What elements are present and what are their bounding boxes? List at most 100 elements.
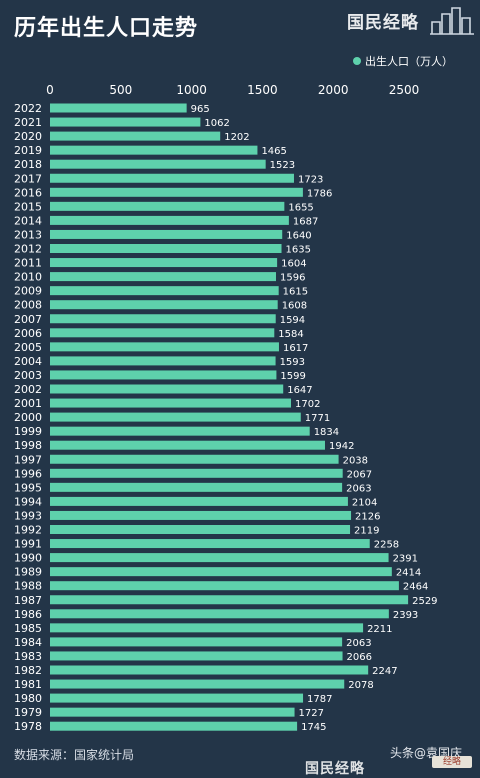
bar (50, 567, 392, 577)
category-label: 1999 (14, 425, 42, 438)
bar (50, 637, 343, 647)
data-label: 1834 (314, 427, 339, 438)
category-label: 2018 (14, 158, 42, 171)
category-label: 1994 (14, 495, 42, 508)
bar (50, 412, 301, 422)
bar (50, 258, 278, 268)
data-label: 1787 (307, 694, 332, 705)
data-source-note: 数据来源：国家统计局 (14, 748, 135, 762)
bar (50, 454, 339, 464)
category-label: 1993 (14, 509, 42, 522)
bar (50, 187, 303, 197)
data-label: 2126 (355, 511, 380, 522)
legend-label: 出生人口（万人） (365, 54, 453, 68)
category-label: 2013 (14, 228, 42, 241)
data-label: 2414 (396, 568, 421, 579)
bar (50, 468, 343, 478)
data-label: 1062 (204, 118, 229, 129)
data-label: 1727 (299, 708, 324, 719)
data-label: 2078 (348, 680, 373, 691)
data-label: 1635 (286, 245, 311, 256)
chart-title: 历年出生人口走势 (14, 16, 199, 41)
bar (50, 707, 295, 717)
bar (50, 539, 370, 549)
bar (50, 131, 221, 141)
bar (50, 623, 364, 633)
category-label: 1989 (14, 566, 42, 579)
data-label: 2247 (372, 666, 397, 677)
legend-swatch (353, 57, 361, 65)
category-label: 2005 (14, 341, 42, 354)
data-label: 1594 (280, 315, 305, 326)
data-label: 2119 (354, 526, 379, 537)
bar (50, 300, 278, 310)
data-label: 1702 (295, 399, 320, 410)
data-label: 1596 (280, 273, 305, 284)
bar (50, 328, 275, 338)
category-label: 1992 (14, 524, 42, 537)
data-label: 1723 (298, 174, 323, 185)
data-label: 1615 (283, 287, 308, 298)
bar (50, 553, 389, 563)
bar (50, 342, 279, 352)
bar (50, 440, 325, 450)
bar (50, 595, 409, 605)
category-label: 1998 (14, 439, 42, 452)
bar (50, 314, 276, 324)
bar (50, 482, 343, 492)
bar (50, 370, 277, 380)
category-label: 2003 (14, 369, 42, 382)
category-label: 1991 (14, 538, 42, 551)
category-label: 1990 (14, 552, 42, 565)
category-label: 1984 (14, 636, 42, 649)
category-label: 2022 (14, 102, 42, 115)
data-label: 965 (191, 104, 210, 115)
bars (50, 103, 409, 731)
bar (50, 721, 298, 731)
bar (50, 581, 399, 591)
data-label: 2063 (346, 638, 371, 649)
category-label: 2015 (14, 200, 42, 213)
bar (50, 679, 345, 689)
data-label: 1640 (286, 230, 311, 241)
category-label: 2020 (14, 130, 42, 143)
category-label: 2019 (14, 144, 42, 157)
category-label: 1986 (14, 608, 42, 621)
data-label: 1584 (278, 329, 303, 340)
category-label: 1981 (14, 678, 42, 691)
data-label: 2258 (374, 540, 399, 551)
category-label: 2016 (14, 186, 42, 199)
x-axis: 0 500 1000 1500 2000 2500 (46, 83, 419, 97)
bar (50, 244, 282, 253)
category-label: 2011 (14, 257, 42, 270)
data-label: 1786 (307, 188, 332, 199)
category-label: 1982 (14, 664, 42, 677)
brand-buildings-icon (430, 7, 474, 35)
data-label: 2066 (347, 652, 372, 663)
bar (50, 665, 369, 675)
data-label: 2529 (412, 596, 437, 607)
bar (50, 103, 187, 113)
bar (50, 356, 276, 366)
data-label: 2063 (346, 483, 371, 494)
data-label: 1647 (287, 385, 312, 396)
data-label: 1687 (293, 216, 318, 227)
bar (50, 159, 266, 169)
bar (50, 609, 389, 619)
category-label: 1987 (14, 594, 42, 607)
bar (50, 398, 292, 408)
data-label: 2067 (347, 469, 372, 480)
data-label: 1465 (261, 146, 286, 157)
bar (50, 201, 285, 211)
category-label: 1995 (14, 481, 42, 494)
category-label: 1985 (14, 622, 42, 635)
data-label: 1771 (305, 413, 330, 424)
bar (50, 286, 279, 296)
category-label: 2012 (14, 243, 42, 256)
x-tick-label: 1500 (247, 83, 278, 97)
data-label: 2464 (403, 582, 428, 593)
bar (50, 426, 310, 436)
category-label: 1980 (14, 692, 42, 705)
